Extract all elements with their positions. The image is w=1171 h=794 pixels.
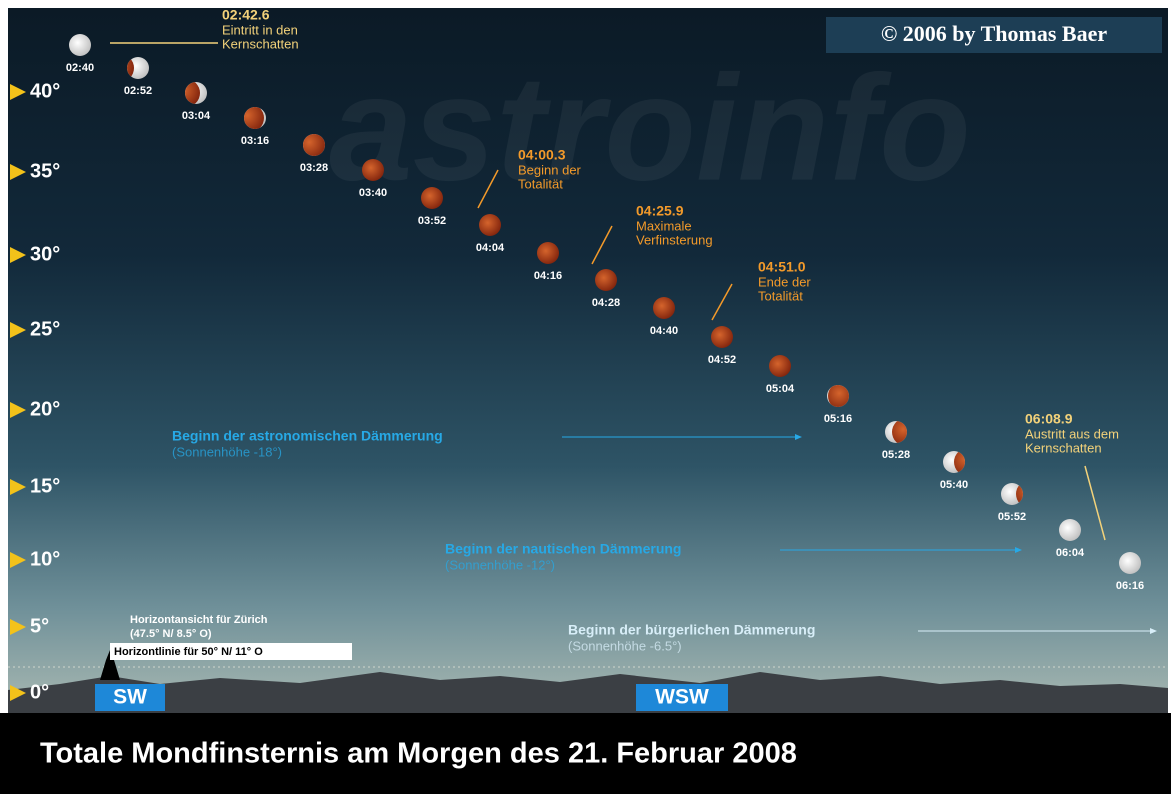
- direction-label: WSW: [655, 686, 709, 709]
- event-text: Eintritt in den: [222, 22, 298, 37]
- moon: [421, 187, 443, 209]
- moon: [653, 297, 675, 319]
- altitude-label: 40°: [30, 80, 60, 102]
- event-text: Totalität: [758, 288, 803, 303]
- moon-time: 03:40: [359, 187, 387, 199]
- twilight-sun-altitude: (Sonnenhöhe -18°): [172, 444, 282, 459]
- moon-time: 05:04: [766, 383, 795, 395]
- altitude-label: 0°: [30, 681, 49, 703]
- moon-time: 04:28: [592, 297, 620, 309]
- moon-time: 05:16: [824, 413, 852, 425]
- moon-time: 02:52: [124, 85, 152, 97]
- moon: [1059, 519, 1081, 541]
- title: Totale Mondfinsternis am Morgen des 21. …: [40, 738, 797, 770]
- moon: [769, 355, 791, 377]
- altitude-label: 10°: [30, 548, 60, 570]
- twilight-label: Beginn der bürgerlichen Dämmerung: [568, 622, 815, 638]
- event-text: Austritt aus dem: [1025, 426, 1119, 441]
- event-text: Maximale: [636, 218, 692, 233]
- event-text: Totalität: [518, 176, 563, 191]
- altitude-label: 35°: [30, 160, 60, 182]
- twilight-label: Beginn der astronomischen Dämmerung: [172, 428, 443, 444]
- moon-time: 06:16: [1116, 580, 1144, 592]
- copyright: © 2006 by Thomas Baer: [881, 21, 1108, 46]
- altitude-label: 25°: [30, 318, 60, 340]
- moon: [537, 242, 559, 264]
- moon-time: 05:40: [940, 479, 968, 491]
- moon: [1119, 552, 1141, 574]
- moon-time: 04:40: [650, 325, 678, 337]
- altitude-label: 20°: [30, 398, 60, 420]
- moon-time: 04:52: [708, 354, 736, 366]
- event-time: 04:00.3: [518, 147, 566, 163]
- moon-time: 05:28: [882, 449, 910, 461]
- moon-time: 03:52: [418, 215, 446, 227]
- event-time: 04:25.9: [636, 203, 684, 219]
- twilight-sun-altitude: (Sonnenhöhe -6.5°): [568, 638, 682, 653]
- event-text: Verfinsterung: [636, 232, 713, 247]
- moon-time: 04:04: [476, 242, 505, 254]
- moon-time: 06:04: [1056, 547, 1085, 559]
- horizon-line-label: Horizontlinie für 50° N/ 11° O: [114, 646, 263, 658]
- infographic: astroinfo © 2006 by Thomas Baer Totale M…: [0, 0, 1171, 794]
- moon-time: 04:16: [534, 270, 562, 282]
- moon-time: 03:28: [300, 162, 328, 174]
- event-time: 02:42.6: [222, 7, 270, 23]
- altitude-label: 15°: [30, 475, 60, 497]
- event-text: Ende der: [758, 274, 811, 289]
- event-time: 04:51.0: [758, 259, 806, 275]
- horizon-view: Horizontansicht für Zürich: [130, 614, 268, 626]
- moon-time: 03:16: [241, 135, 269, 147]
- altitude-label: 5°: [30, 615, 49, 637]
- moon: [69, 34, 91, 56]
- event-time: 06:08.9: [1025, 411, 1073, 427]
- altitude-label: 30°: [30, 243, 60, 265]
- moon: [362, 159, 384, 181]
- event-text: Kernschatten: [222, 36, 299, 51]
- moon: [595, 269, 617, 291]
- moon-time: 03:04: [182, 110, 211, 122]
- twilight-label: Beginn der nautischen Dämmerung: [445, 541, 681, 557]
- moon: [479, 214, 501, 236]
- moon-time: 02:40: [66, 62, 94, 74]
- event-text: Beginn der: [518, 162, 582, 177]
- watermark: astroinfo: [329, 44, 971, 212]
- moon-time: 05:52: [998, 511, 1026, 523]
- moon: [711, 326, 733, 348]
- horizon-coords: (47.5° N/ 8.5° O): [130, 628, 212, 640]
- page: { "copyright": "© 2006 by Thomas Baer", …: [0, 0, 1171, 794]
- direction-label: SW: [113, 686, 147, 709]
- twilight-sun-altitude: (Sonnenhöhe -12°): [445, 557, 555, 572]
- event-text: Kernschatten: [1025, 440, 1102, 455]
